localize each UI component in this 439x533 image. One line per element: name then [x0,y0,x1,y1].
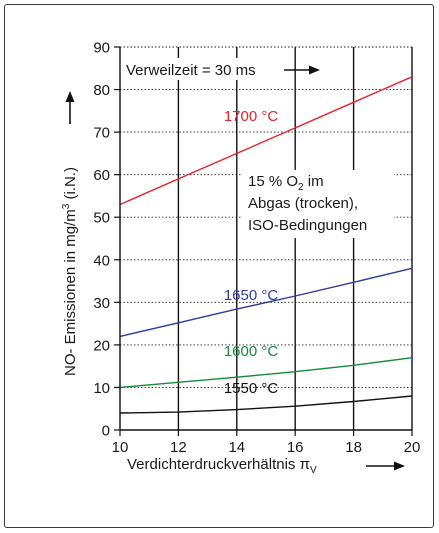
y-axis-label: NO- Emissionen in mg/m3 (i.N.) [61,167,79,376]
x-tick-label: 14 [228,439,245,456]
y-tick-label: 90 [93,40,110,57]
x-tick-label: 16 [287,439,304,456]
grid [120,46,413,430]
series-line-3 [119,395,413,414]
x-tick-label: 12 [170,439,187,456]
y-tick-label: 60 [93,167,110,184]
series-line-1 [119,267,413,338]
series-label-2: 1600 °C [224,343,279,360]
x-axis-label: Verdichterdruckverhältnis πV [127,456,317,476]
y-tick-label: 20 [93,337,110,354]
conditions-box [242,170,394,238]
y-tick-label: 30 [93,295,110,312]
residence-time-label: Verweilzeit = 30 ms [126,62,256,79]
series-label-3: 1550 °C [224,380,279,397]
y-tick-label: 0 [102,423,110,440]
x-tick-label: 18 [345,439,362,456]
series-label-0: 1700 °C [224,108,279,125]
conditions-line-1: 15 % O2 im [248,173,324,193]
conditions-line-3: ISO-Bedingungen [248,217,367,234]
chart-frame [4,4,434,528]
series-line-2 [119,357,413,389]
residence-arrow-head [309,65,320,75]
x-tick-label: 20 [404,439,421,456]
series-lines [119,76,413,414]
x-tick-label: 10 [112,439,129,456]
residence-time-box [122,58,292,80]
y-tick-label: 80 [93,82,110,99]
conditions-line-2: Abgas (trocken), [248,195,358,212]
axes [119,47,412,431]
y-axis-arrow-head [65,91,75,102]
y-tick-label: 10 [93,380,110,397]
y-tick-label: 70 [93,125,110,142]
x-axis-arrow-head [394,461,405,471]
x-axis-label-subscript: V [310,465,317,476]
series-label-1: 1650 °C [224,287,279,304]
series-labels: 1700 °C 1650 °C 1600 °C 1550 °C [224,108,279,397]
y-tick-label: 40 [93,252,110,269]
series-line-0 [119,76,413,206]
y-tick-label: 50 [93,210,110,227]
